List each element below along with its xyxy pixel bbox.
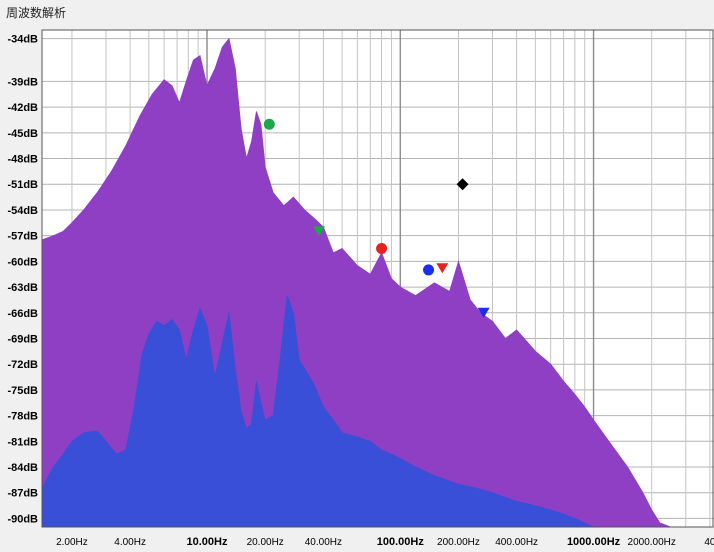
y-tick-label-18: -90dB bbox=[7, 513, 38, 525]
y-tick-label-4: -48dB bbox=[7, 154, 38, 166]
y-axis-labels: -34dB -39dB -42dB -45dB -48dB -51dB -54dB -57dB… bbox=[7, 34, 38, 526]
y-tick-label-8: -60dB bbox=[7, 256, 38, 268]
y-tick-label-1: -39dB bbox=[7, 76, 38, 88]
x-tick-label-5: 100.00Hz bbox=[377, 536, 425, 548]
marker-circle-3 bbox=[423, 264, 435, 276]
x-axis-labels: 2.00Hz 4.00Hz 10.00Hz 20.00Hz 40.00Hz 100.00H… bbox=[56, 536, 714, 548]
x-tick-label-6: 200.00Hz bbox=[437, 537, 480, 548]
marker-diamond-5 bbox=[456, 178, 469, 191]
x-tick-label-0: 2.00Hz bbox=[56, 537, 88, 548]
y-tick-label-14: -78dB bbox=[7, 411, 38, 423]
y-tick-label-12: -72dB bbox=[7, 359, 38, 371]
marker-circle-2 bbox=[376, 243, 388, 255]
y-tick-label-13: -75dB bbox=[7, 385, 38, 397]
y-tick-label-17: -87dB bbox=[7, 488, 38, 500]
y-tick-label-3: -45dB bbox=[7, 128, 38, 140]
y-tick-label-7: -57dB bbox=[7, 231, 38, 243]
x-tick-label-8: 1000.00Hz bbox=[567, 536, 621, 548]
y-tick-label-11: -69dB bbox=[7, 333, 38, 345]
marker-circle-0 bbox=[263, 118, 275, 130]
plot-frame bbox=[41, 29, 714, 528]
x-tick-label-4: 40.00Hz bbox=[305, 537, 342, 548]
marker-triangle-down-1 bbox=[313, 226, 326, 237]
window-title: 周波数解析 bbox=[6, 6, 67, 20]
x-tick-label-3: 20.00Hz bbox=[247, 537, 284, 548]
x-tick-label-7: 400.00Hz bbox=[495, 537, 538, 548]
x-tick-label-9: 2000.00Hz bbox=[628, 537, 676, 548]
y-tick-label-9: -63dB bbox=[7, 282, 38, 294]
y-tick-label-6: -54dB bbox=[7, 205, 38, 217]
spectrum-areas bbox=[41, 37, 671, 528]
window-title-bar: 周波数解析 bbox=[0, 0, 714, 24]
y-tick-label-5: -51dB bbox=[7, 179, 38, 191]
peak-markers bbox=[263, 118, 490, 318]
x-tick-label-1: 4.00Hz bbox=[114, 537, 146, 548]
y-tick-label-15: -81dB bbox=[7, 436, 38, 448]
series-area-1 bbox=[41, 295, 594, 528]
marker-triangle-down-4 bbox=[436, 263, 449, 274]
x-tick-label-2: 10.00Hz bbox=[187, 536, 228, 548]
y-tick-label-10: -66dB bbox=[7, 308, 38, 320]
y-tick-label-0: -34dB bbox=[7, 34, 38, 46]
marker-triangle-down-6 bbox=[477, 307, 490, 318]
y-tick-label-16: -84dB bbox=[7, 462, 38, 474]
y-tick-label-2: -42dB bbox=[7, 102, 38, 114]
x-tick-label-10: 40 bbox=[704, 537, 714, 548]
